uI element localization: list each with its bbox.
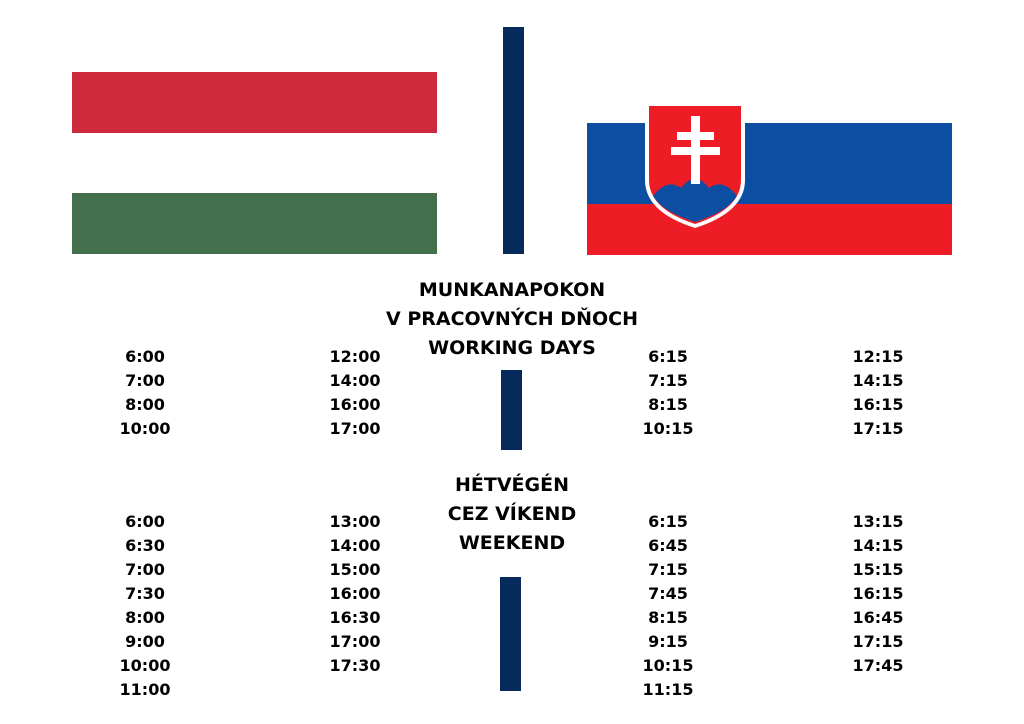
departure-time: 11:00	[119, 680, 171, 699]
departure-time: 15:15	[852, 560, 904, 579]
heading-line: MUNKANAPOKON	[418, 279, 606, 301]
departure-time: 17:00	[329, 632, 381, 651]
departure-time: 6:45	[648, 536, 688, 555]
time-column: 6:15 7:15 8:15 10:15	[608, 345, 728, 441]
departure-time: 16:30	[329, 608, 381, 627]
time-column: 6:00 7:00 8:00 10:00	[85, 345, 205, 441]
departure-time: 7:15	[648, 371, 688, 390]
departure-time: 16:15	[852, 395, 904, 414]
departure-time: 17:00	[329, 419, 381, 438]
departure-time: 7:00	[125, 560, 165, 579]
heading-line: CEZ VÍKEND	[447, 503, 577, 525]
departure-time: 12:15	[852, 347, 904, 366]
departure-time: 7:30	[125, 584, 165, 603]
time-column: 12:00 14:00 16:00 17:00	[295, 345, 415, 441]
departure-time: 8:00	[125, 608, 165, 627]
time-column: 6:00 6:30 7:00 7:30 8:00 9:00 10:00 11:00	[85, 510, 205, 702]
departure-time: 10:00	[119, 419, 171, 438]
flag-hungary	[72, 72, 437, 254]
time-column: 13:00 14:00 15:00 16:00 16:30 17:00 17:30	[295, 510, 415, 678]
time-column: 13:15 14:15 15:15 16:15 16:45 17:15 17:45	[818, 510, 938, 678]
departure-time: 14:15	[852, 536, 904, 555]
flag-slovakia	[587, 100, 952, 255]
departure-time: 13:00	[329, 512, 381, 531]
time-column: 6:15 6:45 7:15 7:45 8:15 9:15 10:15 11:15	[608, 510, 728, 702]
departure-time: 16:00	[329, 584, 381, 603]
departure-time: 6:00	[125, 512, 165, 531]
heading-line: WORKING DAYS	[428, 337, 596, 359]
departure-time: 8:15	[648, 608, 688, 627]
departure-time: 12:00	[329, 347, 381, 366]
departure-time: 16:00	[329, 395, 381, 414]
departure-time: 14:15	[852, 371, 904, 390]
departure-time: 7:15	[648, 560, 688, 579]
departure-time: 14:00	[329, 536, 381, 555]
departure-time: 17:15	[852, 632, 904, 651]
section-heading: HÉTVÉGÉN CEZ VÍKEND WEEKEND	[312, 471, 712, 558]
departure-time: 17:15	[852, 419, 904, 438]
divider	[500, 577, 521, 691]
departure-time: 6:30	[125, 536, 165, 555]
divider	[503, 27, 524, 254]
heading-line: WEEKEND	[458, 532, 566, 554]
departure-time: 9:15	[648, 632, 688, 651]
departure-time: 15:00	[329, 560, 381, 579]
departure-time: 10:15	[642, 419, 694, 438]
departure-time: 8:15	[648, 395, 688, 414]
departure-time: 7:45	[648, 584, 688, 603]
section-heading: MUNKANAPOKON V PRACOVNÝCH DŇOCH WORKING DA…	[312, 276, 712, 363]
departure-time: 16:45	[852, 608, 904, 627]
departure-time: 14:00	[329, 371, 381, 390]
departure-time: 6:00	[125, 347, 165, 366]
departure-time: 9:00	[125, 632, 165, 651]
time-column: 12:15 14:15 16:15 17:15	[818, 345, 938, 441]
heading-line: V PRACOVNÝCH DŇOCH	[386, 308, 638, 330]
departure-time: 17:30	[329, 656, 381, 675]
departure-time: 11:15	[642, 680, 694, 699]
departure-time: 17:45	[852, 656, 904, 675]
departure-time: 10:15	[642, 656, 694, 675]
departure-time: 6:15	[648, 347, 688, 366]
heading-line: HÉTVÉGÉN	[455, 474, 569, 496]
departure-time: 10:00	[119, 656, 171, 675]
departure-time: 6:15	[648, 512, 688, 531]
departure-time: 8:00	[125, 395, 165, 414]
departure-time: 16:15	[852, 584, 904, 603]
departure-time: 13:15	[852, 512, 904, 531]
divider	[501, 370, 522, 450]
departure-time: 7:00	[125, 371, 165, 390]
